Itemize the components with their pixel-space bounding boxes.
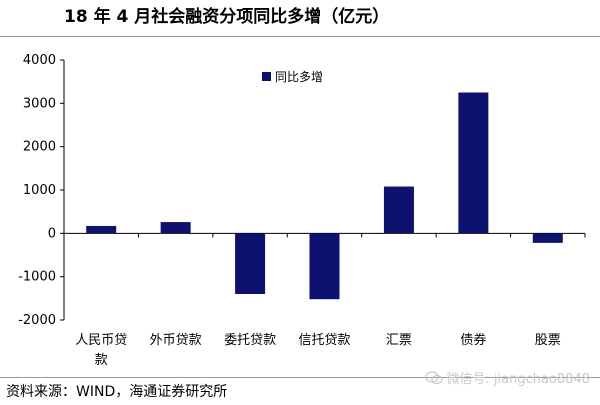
y-tick-label: 3000 [23,96,56,111]
x-category-labels: 人民币贷款 外币贷款 委托贷款 信托贷款 汇票 债券 股票 [75,332,561,368]
y-tick-label: 2000 [23,140,56,155]
y-tick-label: 4000 [23,53,56,68]
wechat-icon [425,370,444,384]
x-category-label: 人民币贷款 [75,333,127,368]
x-category-label: 信托贷款 [298,333,350,348]
source-divider [0,377,600,378]
legend-swatch [262,72,271,81]
x-category-label: 汇票 [386,333,412,348]
x-category-label: 股票 [535,333,561,348]
watermark: 微信号: jiangchao8848 [425,368,590,387]
y-tick-labels: -2000 -1000 0 1000 2000 3000 4000 [18,53,56,328]
y-tick-label: 0 [48,226,56,241]
bar-5 [458,92,489,234]
x-category-label: 委托贷款 [224,333,276,348]
chart-bars [86,92,563,300]
chart-title: 18 年 4 月社会融资分项同比多增（亿元） [64,7,390,27]
bar-6 [532,233,563,243]
bar-2 [235,233,266,294]
legend-label: 同比多增 [275,70,323,84]
y-tick-label: 1000 [23,183,56,198]
y-tick-label: -1000 [18,270,56,285]
watermark-text: 微信号: jiangchao8848 [446,372,590,387]
bar-1 [160,222,191,234]
title-divider [0,36,600,37]
source-note: 资料来源：WIND，海通证券研究所 [6,384,228,400]
x-category-label: 债券 [460,332,486,348]
bar-3 [309,233,340,300]
y-tick-label: -2000 [18,313,56,328]
chart-axes [60,59,586,321]
bar-4 [383,186,414,234]
bar-chart: -2000 -1000 0 1000 2000 3000 4000 人民币贷款 外币贷款 委托贷… [18,53,586,368]
bar-0 [86,225,117,234]
chart-legend: 同比多增 [262,70,323,84]
x-category-label: 外币贷款 [150,333,202,348]
